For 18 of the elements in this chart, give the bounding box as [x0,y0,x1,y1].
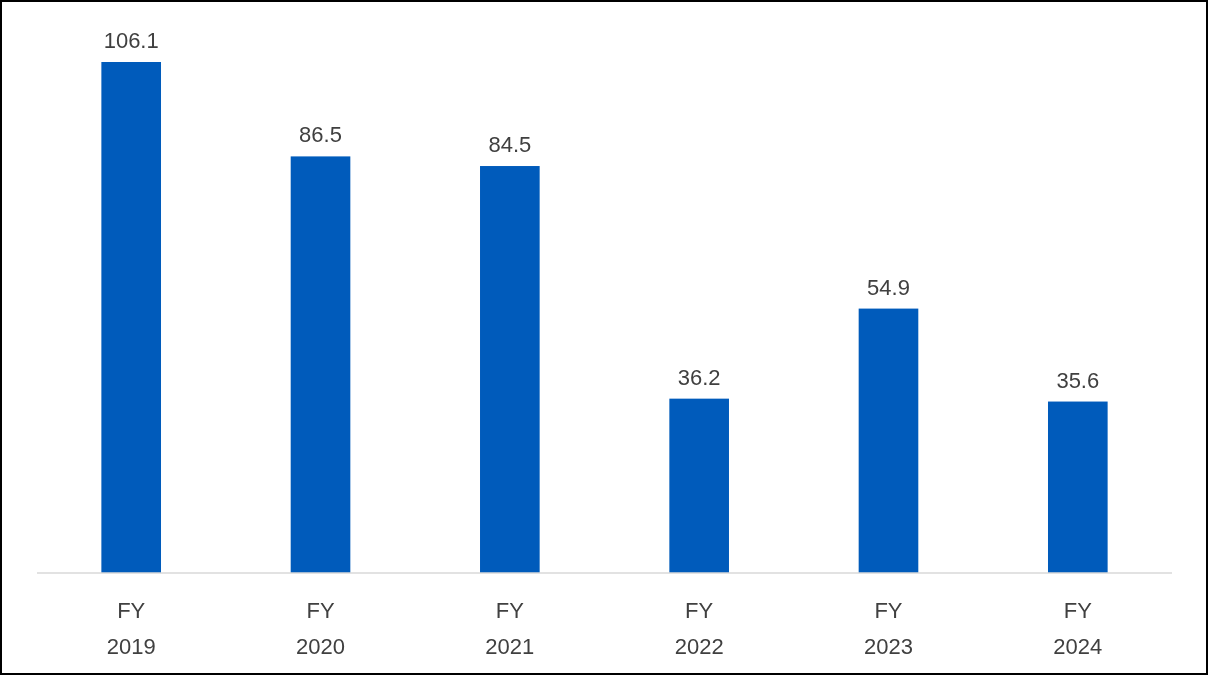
bar [858,308,919,573]
bar [1047,401,1108,573]
bar [480,166,540,573]
data-label: 35.6 [1056,367,1100,393]
data-label: 86.5 [299,122,342,148]
x-tick-label: FY 2022 [674,598,724,659]
x-tick-label: FY 2024 [1053,598,1103,659]
x-tick-label: FY 2021 [485,598,535,659]
x-tick-label: FY 2019 [106,598,156,659]
bar [101,62,162,573]
bar [290,156,351,573]
data-label: 36.2 [677,364,721,390]
bar [669,398,729,573]
data-label: 84.5 [488,132,532,158]
data-label: 54.9 [867,274,910,300]
x-tick-label: FY 2020 [296,598,345,659]
data-label: 106.1 [103,28,159,53]
x-tick-label: FY 2023 [864,598,913,659]
